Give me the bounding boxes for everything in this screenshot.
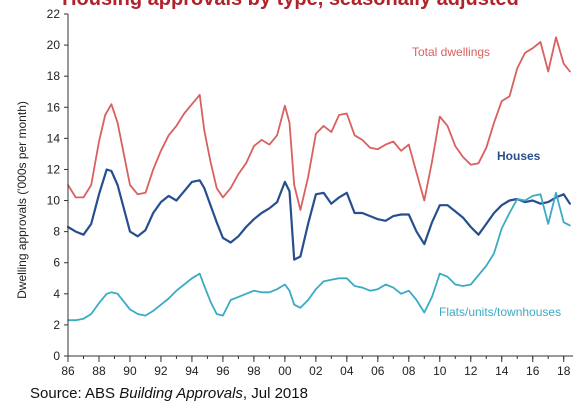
series-label-houses: Houses (497, 149, 541, 163)
x-tick-label: 14 (495, 364, 509, 378)
x-tick-label: 92 (154, 364, 168, 378)
x-tick-label: 00 (278, 364, 292, 378)
x-tick-label: 02 (309, 364, 323, 378)
x-tick-label: 06 (371, 364, 385, 378)
x-tick-label: 96 (216, 364, 230, 378)
y-tick-label: 10 (47, 194, 61, 208)
x-tick-label: 16 (526, 364, 540, 378)
x-tick-label: 94 (185, 364, 199, 378)
y-tick-label: 12 (47, 162, 61, 176)
x-tick-label: 04 (340, 364, 354, 378)
y-tick-label: 22 (47, 7, 61, 21)
y-tick-label: 8 (53, 225, 60, 239)
x-tick-label: 98 (247, 364, 261, 378)
y-tick-label: 6 (53, 256, 60, 270)
y-tick-label: 14 (47, 131, 61, 145)
source-prefix: Source: ABS (30, 385, 120, 402)
x-tick-label: 88 (92, 364, 106, 378)
y-tick-label: 20 (47, 38, 61, 52)
series-line-houses (66, 168, 571, 261)
source-publication: Building Approvals (119, 385, 243, 402)
x-tick-label: 86 (61, 364, 75, 378)
y-tick-label: 4 (53, 287, 60, 301)
y-tick-label: 2 (53, 318, 60, 332)
series-line-flats (67, 191, 571, 322)
x-tick-label: 08 (402, 364, 416, 378)
series-label-total: Total dwellings (412, 45, 490, 59)
x-tick-label: 12 (464, 364, 478, 378)
x-tick-label: 10 (433, 364, 447, 378)
series-label-flats: Flats/units/townhouses (439, 305, 561, 319)
source-note: Source: ABS Building Approvals, Jul 2018 (30, 385, 308, 402)
x-tick-label: 18 (557, 364, 571, 378)
y-tick-label: 16 (47, 100, 61, 114)
source-suffix: , Jul 2018 (242, 385, 308, 402)
series-layer (66, 36, 571, 322)
y-tick-label: 18 (47, 69, 61, 83)
chart-title: Housing approvals by type, seasonally ad… (0, 0, 581, 11)
x-tick-label: 90 (123, 364, 137, 378)
series-line-total (67, 36, 571, 211)
y-axis-label: Dwelling approvals ('000s per month) (15, 101, 29, 299)
y-tick-label: 0 (53, 349, 60, 363)
